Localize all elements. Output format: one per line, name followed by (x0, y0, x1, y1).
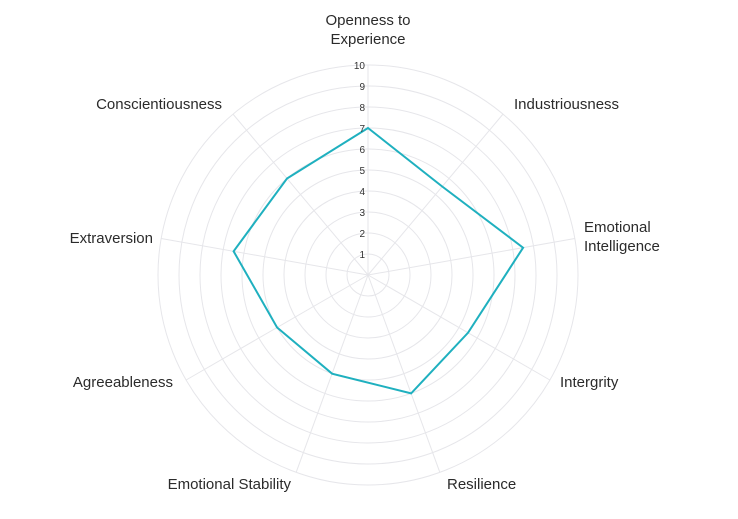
grid-spoke (367, 113, 504, 276)
axis-label: Resilience (447, 476, 516, 493)
axis-label: Agreeableness (73, 374, 173, 391)
tick-label: 4 (359, 187, 365, 198)
grid-spoke (367, 274, 551, 381)
grid-spoke (232, 113, 369, 276)
axis-label: Conscientiousness (96, 96, 222, 113)
tick-label: 10 (354, 61, 366, 72)
tick-label: 2 (359, 229, 365, 240)
radar-spokes (161, 65, 575, 473)
axis-label: Intergrity (560, 374, 619, 391)
axis-label: Openness to Experience (325, 12, 410, 48)
tick-label: 5 (359, 166, 365, 177)
grid-spoke (367, 274, 441, 473)
axis-label: Emotional Intelligence (584, 219, 660, 255)
tick-label: 6 (359, 145, 365, 156)
axis-label: Emotional Stability (168, 476, 292, 493)
grid-spoke (161, 238, 369, 276)
grid-spoke (367, 238, 575, 276)
radar-axis-labels: Openness to Experience Industriousness Emot… (70, 12, 660, 493)
axis-label: Industriousness (514, 96, 619, 113)
tick-label: 9 (359, 82, 365, 93)
radar-series (232, 126, 525, 395)
series-line (232, 126, 525, 395)
axis-label: Extraversion (70, 230, 153, 247)
tick-label: 1 (359, 250, 365, 261)
tick-label: 7 (359, 124, 365, 135)
tick-label: 8 (359, 103, 365, 114)
tick-label: 3 (359, 208, 365, 219)
radar-tick-labels: 1 2 3 4 5 6 7 8 9 10 (354, 61, 366, 261)
